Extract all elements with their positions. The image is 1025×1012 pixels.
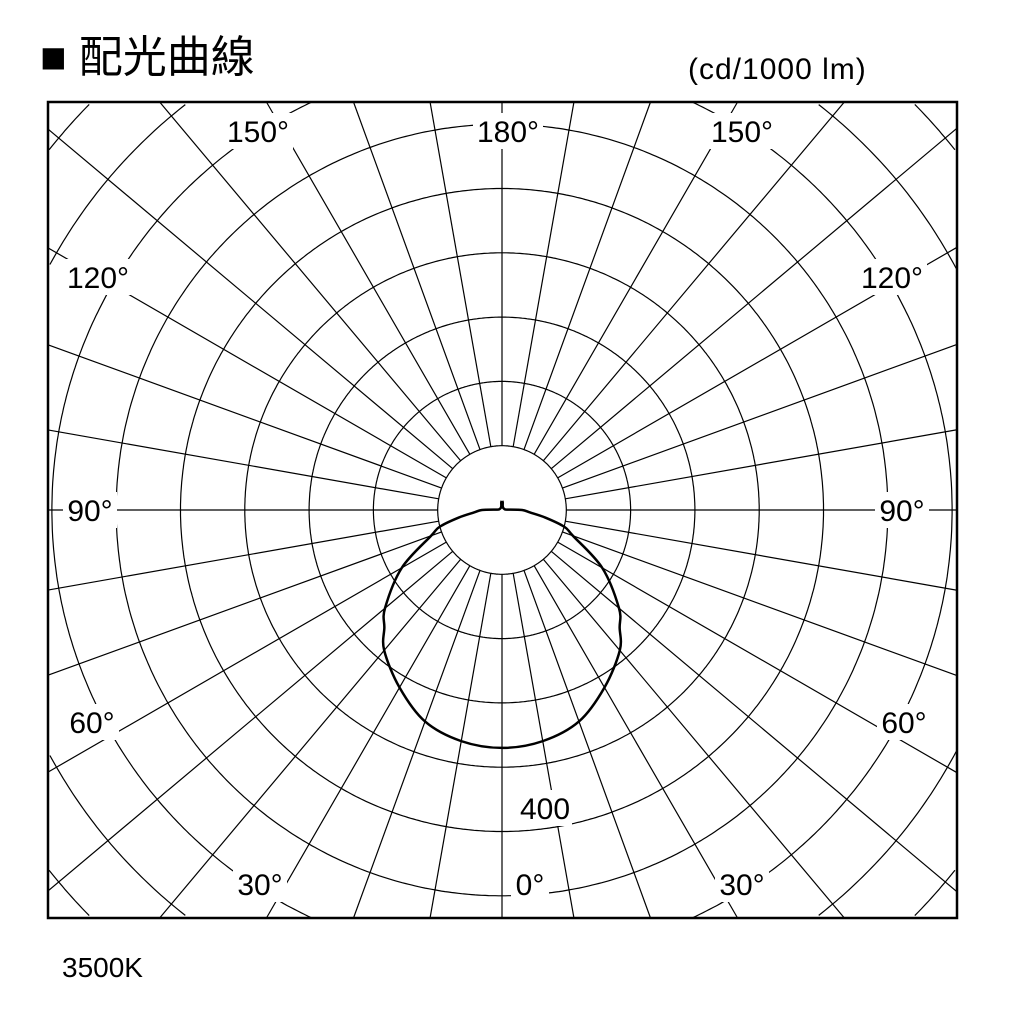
angle-label: 0° (516, 869, 545, 902)
unit-label: (cd/1000 lm) (688, 53, 867, 86)
grid-spoke (429, 573, 492, 919)
grid-spoke (265, 565, 471, 919)
angle-label-bg (715, 866, 769, 902)
angle-label: 150° (711, 116, 773, 149)
angle-label: 150° (227, 116, 289, 149)
grid-spoke (159, 101, 462, 462)
angle-label-bg (63, 259, 133, 295)
radial-tick-label-bg (518, 790, 572, 826)
angle-label: 90° (879, 495, 924, 528)
grid-spoke (550, 127, 958, 470)
grid-spoke (429, 101, 492, 447)
angle-label-bg (877, 704, 931, 740)
angle-label-bg (511, 866, 549, 902)
grid-spoke (47, 531, 442, 676)
angle-label-bg (63, 492, 117, 528)
grid-spoke (562, 531, 958, 677)
angle-label-bg (233, 866, 287, 902)
intensity-curve (381, 500, 623, 750)
angle-label-bg (857, 259, 927, 295)
grid-spoke (533, 101, 739, 455)
grid-spoke (352, 570, 481, 919)
angle-label-bg (875, 492, 929, 528)
polar-chart: 0° 30° 60° 90° 120° 150° 180° 30° 60° 90° 120° 150°… (46, 100, 959, 920)
grid-spoke (159, 558, 462, 919)
angle-label: 60° (69, 707, 114, 740)
angle-label: 120° (67, 262, 129, 295)
grid-spoke (352, 101, 481, 450)
grid-spoke (562, 343, 958, 489)
grid-spoke (523, 101, 652, 450)
grid-spoke (533, 565, 739, 919)
grid-spoke (47, 344, 442, 489)
grid-spoke (565, 429, 958, 500)
grid-ring (48, 103, 956, 917)
grid-spoke (47, 520, 439, 591)
chart-frame (46, 100, 959, 920)
grid-spoke (565, 520, 958, 591)
grid-spoke (542, 101, 845, 462)
chart-title: ■ 配光曲線 (40, 33, 255, 82)
angle-label: 120° (861, 262, 923, 295)
radial-tick-label: 400 (520, 793, 570, 826)
grid-spoke (523, 570, 652, 919)
angle-label: 180° (477, 116, 539, 149)
angle-label: 30° (237, 869, 282, 902)
color-temperature-label: 3500K (62, 952, 143, 983)
angle-label: 60° (881, 707, 926, 740)
angle-label-bg (65, 704, 119, 740)
angle-label-bg (473, 113, 543, 149)
grid-spoke (542, 558, 845, 919)
grid-spoke (265, 101, 471, 455)
angle-label: 90° (67, 495, 112, 528)
grid-spoke (512, 573, 575, 919)
angle-label-bg (707, 113, 777, 149)
grid-spoke (512, 101, 575, 447)
angle-label-bg (223, 113, 293, 149)
grid-spoke (47, 128, 454, 470)
grid-ring (437, 445, 567, 575)
polar-grid (47, 101, 958, 919)
angle-label: 30° (719, 869, 764, 902)
grid-spoke (47, 429, 439, 500)
